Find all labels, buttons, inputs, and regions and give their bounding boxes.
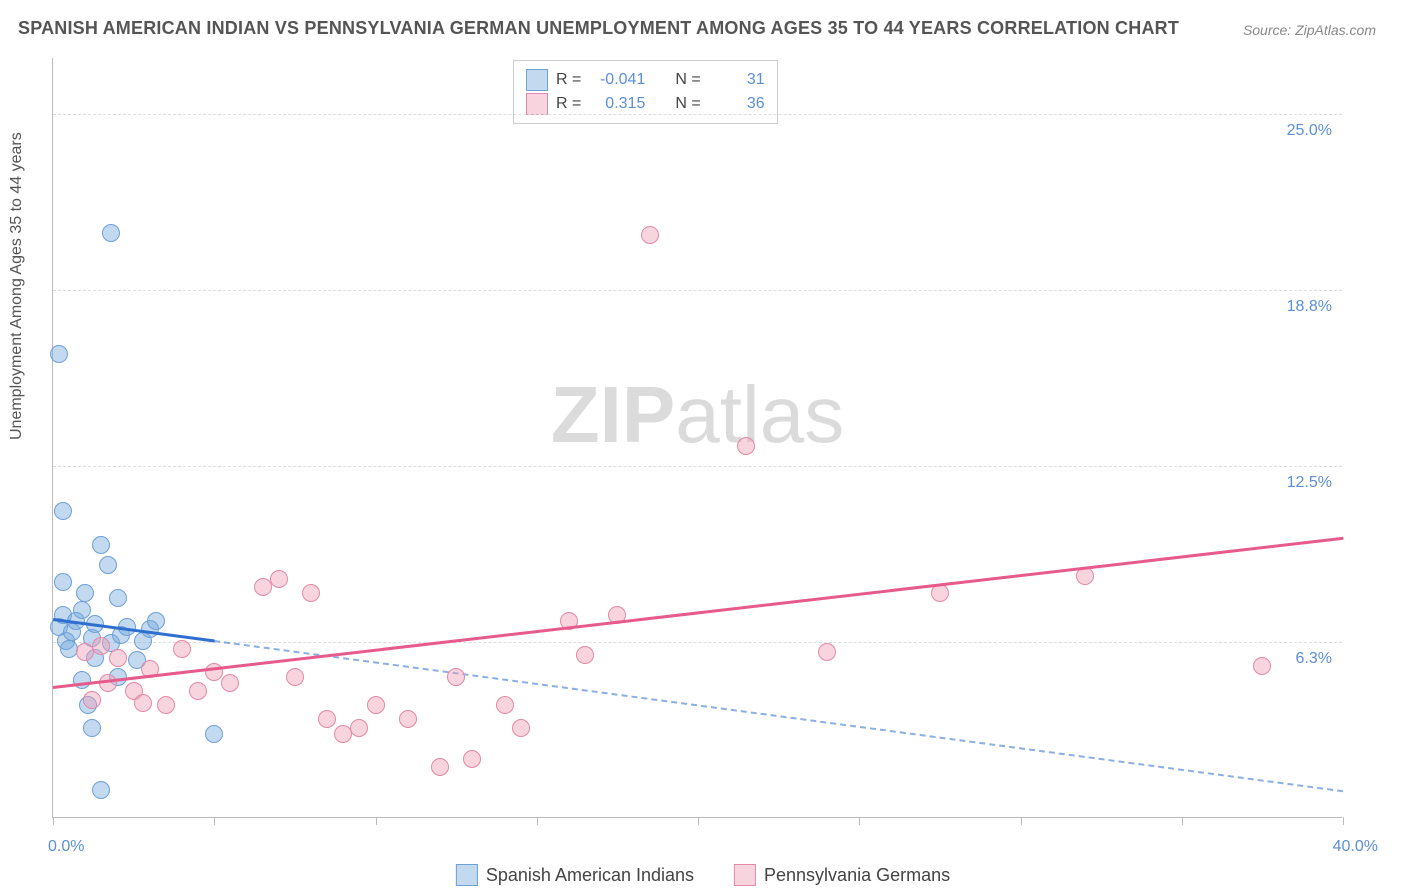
- data-point: [818, 643, 836, 661]
- data-point: [496, 696, 514, 714]
- data-point: [54, 573, 72, 591]
- data-point: [205, 663, 223, 681]
- stats-legend-row: R = 0.315 N = 36: [526, 93, 765, 115]
- legend-swatch: [526, 69, 548, 91]
- data-point: [737, 437, 755, 455]
- stats-legend-row: R = -0.041 N = 31: [526, 69, 765, 91]
- n-value: 31: [713, 71, 765, 89]
- data-point: [302, 584, 320, 602]
- legend-label: Pennsylvania Germans: [764, 865, 950, 886]
- x-tick: [859, 817, 860, 825]
- data-point: [205, 725, 223, 743]
- x-tick-label: 0.0%: [48, 838, 84, 856]
- data-point: [92, 536, 110, 554]
- x-tick: [1182, 817, 1183, 825]
- x-tick: [1343, 817, 1344, 825]
- data-point: [254, 578, 272, 596]
- r-value: -0.041: [593, 71, 645, 89]
- legend-swatch: [734, 864, 756, 886]
- watermark: ZIPatlas: [551, 369, 844, 461]
- legend-item: Spanish American Indians: [456, 864, 694, 886]
- data-point: [60, 640, 78, 658]
- data-point: [134, 694, 152, 712]
- data-point: [270, 570, 288, 588]
- gridline: [53, 466, 1342, 467]
- x-tick-label: 40.0%: [1333, 838, 1378, 856]
- data-point: [286, 668, 304, 686]
- trend-line: [53, 537, 1343, 689]
- data-point: [109, 649, 127, 667]
- data-point: [109, 589, 127, 607]
- n-label: N =: [675, 95, 700, 113]
- y-tick-label: 25.0%: [1287, 122, 1332, 140]
- x-tick: [53, 817, 54, 825]
- data-point: [447, 668, 465, 686]
- plot-area: ZIPatlas R = -0.041 N = 31 R = 0.315 N = 36 6.3…: [52, 58, 1342, 818]
- source-attribution: Source: ZipAtlas.com: [1243, 22, 1376, 38]
- legend-item: Pennsylvania Germans: [734, 864, 950, 886]
- data-point: [221, 674, 239, 692]
- data-point: [350, 719, 368, 737]
- y-tick-label: 12.5%: [1287, 474, 1332, 492]
- trend-line-dashed: [214, 640, 1343, 792]
- x-tick: [214, 817, 215, 825]
- data-point: [399, 710, 417, 728]
- gridline: [53, 290, 1342, 291]
- legend-swatch: [456, 864, 478, 886]
- data-point: [173, 640, 191, 658]
- n-label: N =: [675, 71, 700, 89]
- r-label: R =: [556, 71, 581, 89]
- x-tick: [698, 817, 699, 825]
- data-point: [641, 226, 659, 244]
- gridline: [53, 114, 1342, 115]
- data-point: [92, 781, 110, 799]
- n-value: 36: [713, 95, 765, 113]
- data-point: [83, 719, 101, 737]
- x-tick: [376, 817, 377, 825]
- legend-label: Spanish American Indians: [486, 865, 694, 886]
- data-point: [431, 758, 449, 776]
- data-point: [157, 696, 175, 714]
- data-point: [54, 502, 72, 520]
- x-tick: [537, 817, 538, 825]
- data-point: [189, 682, 207, 700]
- series-legend: Spanish American Indians Pennsylvania Ger…: [456, 864, 950, 886]
- y-tick-label: 18.8%: [1287, 298, 1332, 316]
- data-point: [463, 750, 481, 768]
- data-point: [102, 224, 120, 242]
- y-axis-label: Unemployment Among Ages 35 to 44 years: [8, 132, 26, 440]
- gridline: [53, 642, 1342, 643]
- data-point: [50, 345, 68, 363]
- data-point: [76, 584, 94, 602]
- data-point: [92, 637, 110, 655]
- data-point: [147, 612, 165, 630]
- data-point: [1253, 657, 1271, 675]
- data-point: [367, 696, 385, 714]
- chart-title: SPANISH AMERICAN INDIAN VS PENNSYLVANIA …: [18, 18, 1179, 39]
- y-tick-label: 6.3%: [1296, 650, 1332, 668]
- x-tick: [1021, 817, 1022, 825]
- data-point: [83, 691, 101, 709]
- data-point: [512, 719, 530, 737]
- data-point: [576, 646, 594, 664]
- r-label: R =: [556, 95, 581, 113]
- r-value: 0.315: [593, 95, 645, 113]
- data-point: [318, 710, 336, 728]
- data-point: [99, 556, 117, 574]
- legend-swatch: [526, 93, 548, 115]
